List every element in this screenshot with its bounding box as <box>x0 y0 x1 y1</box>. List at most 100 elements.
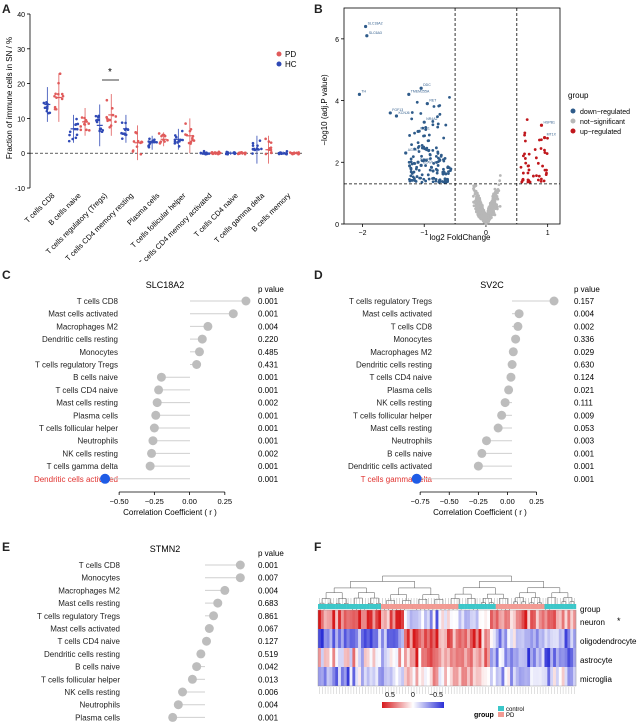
category-label: T cells regulatory Tregs <box>37 612 120 621</box>
heatmap-cell <box>501 648 505 667</box>
heatmap-cell <box>343 648 347 667</box>
gene-label: ELAVL4 <box>423 160 436 164</box>
gene-point <box>483 217 487 221</box>
heatmap-cell <box>386 667 390 686</box>
pvalue-label: 0.067 <box>258 625 279 634</box>
gene-point-down <box>432 105 436 108</box>
group-cell <box>395 604 399 609</box>
gene-point <box>480 214 483 218</box>
gene-point-down <box>428 153 432 156</box>
heatmap-cell <box>361 610 365 629</box>
group-cell <box>541 604 545 609</box>
pvalue-label: 0.485 <box>258 348 279 357</box>
heatmap-cell <box>392 667 396 686</box>
gene-point <box>498 204 502 208</box>
heatmap-cell <box>564 648 568 667</box>
heatmap-cell <box>329 629 333 648</box>
data-point-hc <box>96 115 100 119</box>
gene-point-up <box>524 161 528 165</box>
heatmap-cell <box>475 648 479 667</box>
gene-point-down <box>413 147 417 151</box>
lollipop-point <box>514 309 524 319</box>
gene-label: MT1X <box>547 133 557 137</box>
heatmap-cell <box>538 629 542 648</box>
heatmap-cell <box>487 648 491 667</box>
gene-point <box>495 207 499 211</box>
category-label: Monocytes <box>393 335 432 344</box>
gene-point <box>471 194 475 198</box>
gene-point-down <box>416 141 420 145</box>
panel-b-legend: group down−regulated not−significant up−… <box>568 91 630 136</box>
heatmap-cell <box>340 648 344 667</box>
gene-point <box>473 192 477 196</box>
group-cell <box>555 604 559 609</box>
gene-point-up <box>525 118 529 122</box>
gene-point-down <box>441 170 445 174</box>
heatmap-cell <box>372 648 376 667</box>
heatmap-cell <box>381 629 385 648</box>
group-legend-label-pd: PD <box>506 713 515 719</box>
heatmap-cell <box>535 648 539 667</box>
dendrogram-branch <box>483 598 492 603</box>
gene-point <box>476 204 480 208</box>
labeled-gene-point <box>407 92 411 96</box>
gene-point-up <box>539 138 543 142</box>
group-cell <box>429 604 433 609</box>
data-point-hc <box>285 150 289 153</box>
heatmap-cell <box>524 610 528 629</box>
heatmap-cell <box>320 629 324 648</box>
heatmap-cell <box>332 667 336 686</box>
group-cell <box>538 604 542 609</box>
data-point-hc <box>155 140 158 144</box>
heatmap-cell <box>524 667 528 686</box>
heatmap-cell <box>555 610 559 629</box>
panel-d-pvalue-header: p value <box>574 285 600 294</box>
heatmap-cell <box>447 629 451 648</box>
heatmap-cell <box>338 610 342 629</box>
group-cell <box>340 604 344 609</box>
pvalue-label: 0.004 <box>574 310 595 319</box>
group-cell <box>469 604 473 609</box>
gene-point <box>479 217 483 221</box>
labeled-gene-point <box>364 24 368 29</box>
panel-e-marks: T cells CD8 0.001 Monocytes 0.007 Macrophage… <box>37 560 279 722</box>
heatmap-cell <box>404 667 408 686</box>
data-point-hc <box>47 111 50 115</box>
category-label: Monocytes <box>79 348 118 357</box>
x-tick-label: 0.00 <box>500 497 515 506</box>
data-point-pd <box>54 92 57 96</box>
group-cell <box>490 604 494 609</box>
group-cell <box>524 604 528 609</box>
dendrogram-branch <box>402 600 411 605</box>
heatmap-cell <box>338 629 342 648</box>
heatmap-cell <box>401 648 405 667</box>
data-point-pd <box>158 141 162 145</box>
group-cell <box>375 604 379 609</box>
lollipop-point <box>145 461 155 471</box>
heatmap-cell <box>435 667 439 686</box>
heatmap-cell <box>490 667 494 686</box>
heatmap-cell <box>530 629 534 648</box>
heatmap-cell <box>383 629 387 648</box>
pvalue-label: 0.004 <box>258 701 279 710</box>
category-label: Neutrophils <box>392 437 432 446</box>
gene-point-down <box>436 122 440 126</box>
data-point-pd <box>264 137 267 141</box>
heatmap-cell <box>318 610 322 629</box>
labeled-gene-point <box>419 163 423 167</box>
heatmap-cell <box>429 629 433 648</box>
gene-point-down <box>422 177 426 181</box>
heatmap-cell <box>386 629 390 648</box>
group-cell <box>567 604 571 609</box>
heatmap-cell <box>501 667 505 686</box>
heatmap-cell <box>366 648 370 667</box>
heatmap-cell <box>429 648 433 667</box>
data-point-hc <box>75 133 79 137</box>
heatmap-cell <box>329 667 333 686</box>
data-point-hc <box>97 118 100 122</box>
group-cell <box>404 604 408 609</box>
lollipop-point <box>411 473 422 484</box>
gene-point-down <box>411 175 415 179</box>
category-label: B cells naive <box>73 373 118 382</box>
dendrogram-branch <box>527 587 561 593</box>
